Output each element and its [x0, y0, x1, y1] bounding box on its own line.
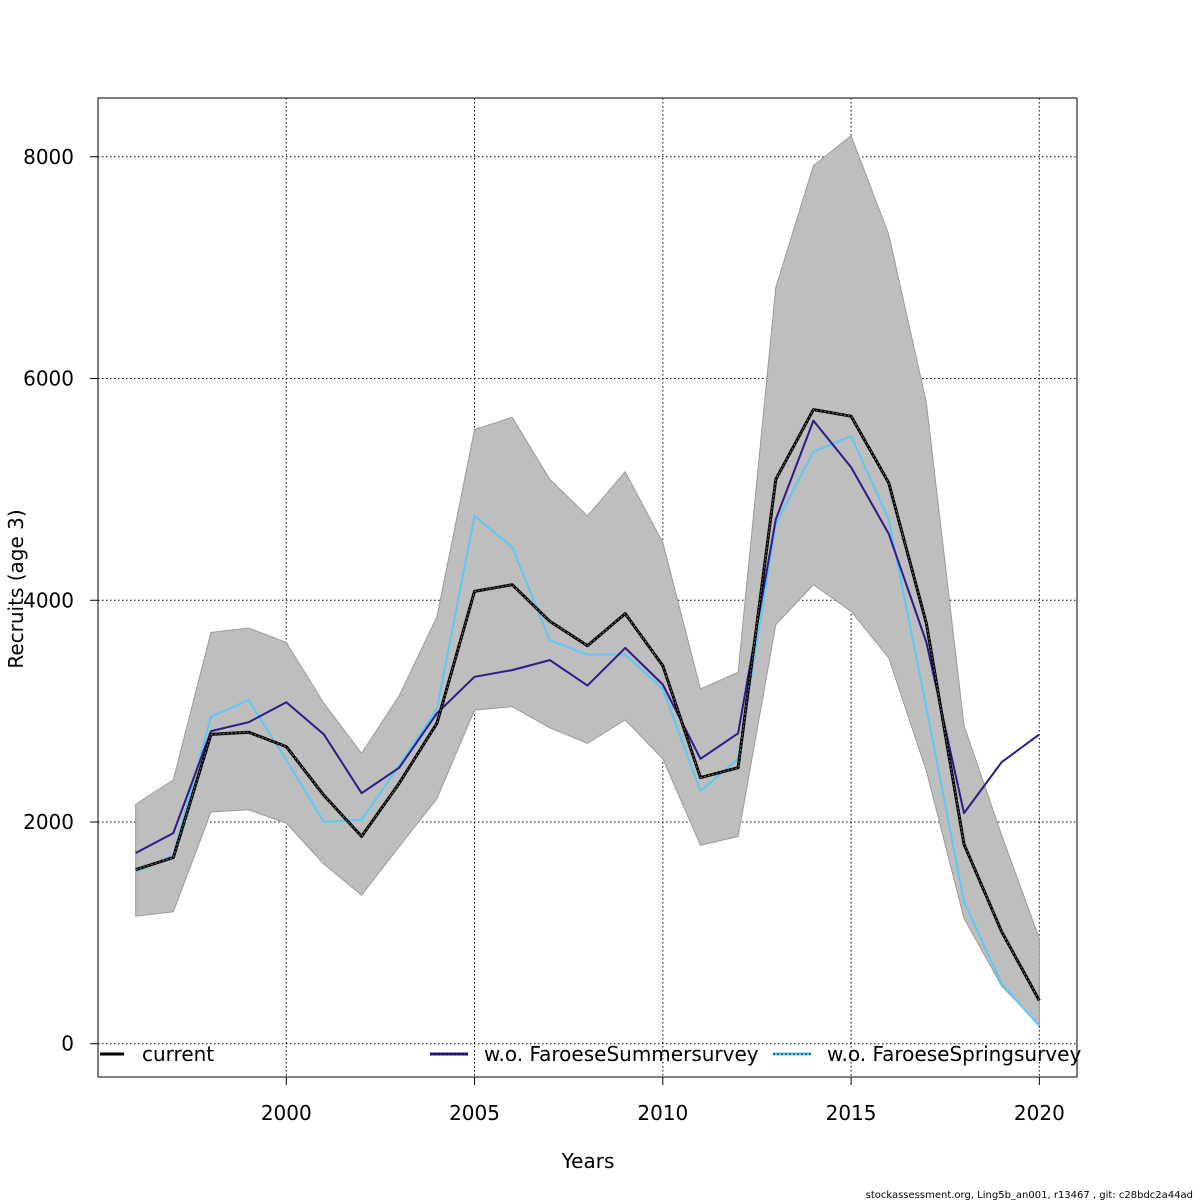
- x-tick-label-2005: 2005: [449, 1101, 500, 1125]
- y-tick-label-6000: 6000: [23, 367, 74, 391]
- legend: current w.o. FaroeseSummersurvey w.o. Faro…: [100, 1042, 1081, 1066]
- x-tick-label-2010: 2010: [637, 1101, 688, 1125]
- series-line-w-o-faroesespringsurvey: [135, 435, 1041, 1027]
- series-line-dots-current: [135, 409, 1040, 1001]
- series-line-w-o-faroesesummersurvey: [135, 419, 1040, 854]
- y-axis: 0 2000 4000 6000 8000: [23, 145, 98, 1056]
- series-lines: [135, 408, 1041, 1027]
- confidence-band-group: [135, 134, 1040, 1027]
- legend-label-w-o-faroesespringsurvey: w.o. FaroeseSpringsurvey: [827, 1042, 1081, 1066]
- confidence-band: [135, 134, 1040, 1027]
- y-tick-label-4000: 4000: [23, 588, 74, 612]
- plot-frame: [97, 97, 1078, 1078]
- y-tick-label-0: 0: [61, 1032, 74, 1056]
- x-tick-label-2015: 2015: [826, 1101, 877, 1125]
- x-tick-label-2020: 2020: [1014, 1101, 1065, 1125]
- x-tick-label-2000: 2000: [261, 1101, 312, 1125]
- y-tick-label-2000: 2000: [23, 810, 74, 834]
- legend-label-current: current: [142, 1042, 214, 1066]
- x-axis-title: Years: [561, 1149, 615, 1173]
- x-axis: 2000 2005 2010 2015 2020: [261, 1077, 1065, 1125]
- y-axis-title: Recruits (age 3): [4, 509, 28, 668]
- footer-credit: stockassessment.org, Ling5b_an001, r1346…: [866, 1190, 1193, 1200]
- legend-label-w-o-faroesesummersurvey: w.o. FaroeseSummersurvey: [484, 1042, 759, 1066]
- y-tick-label-8000: 8000: [23, 145, 74, 169]
